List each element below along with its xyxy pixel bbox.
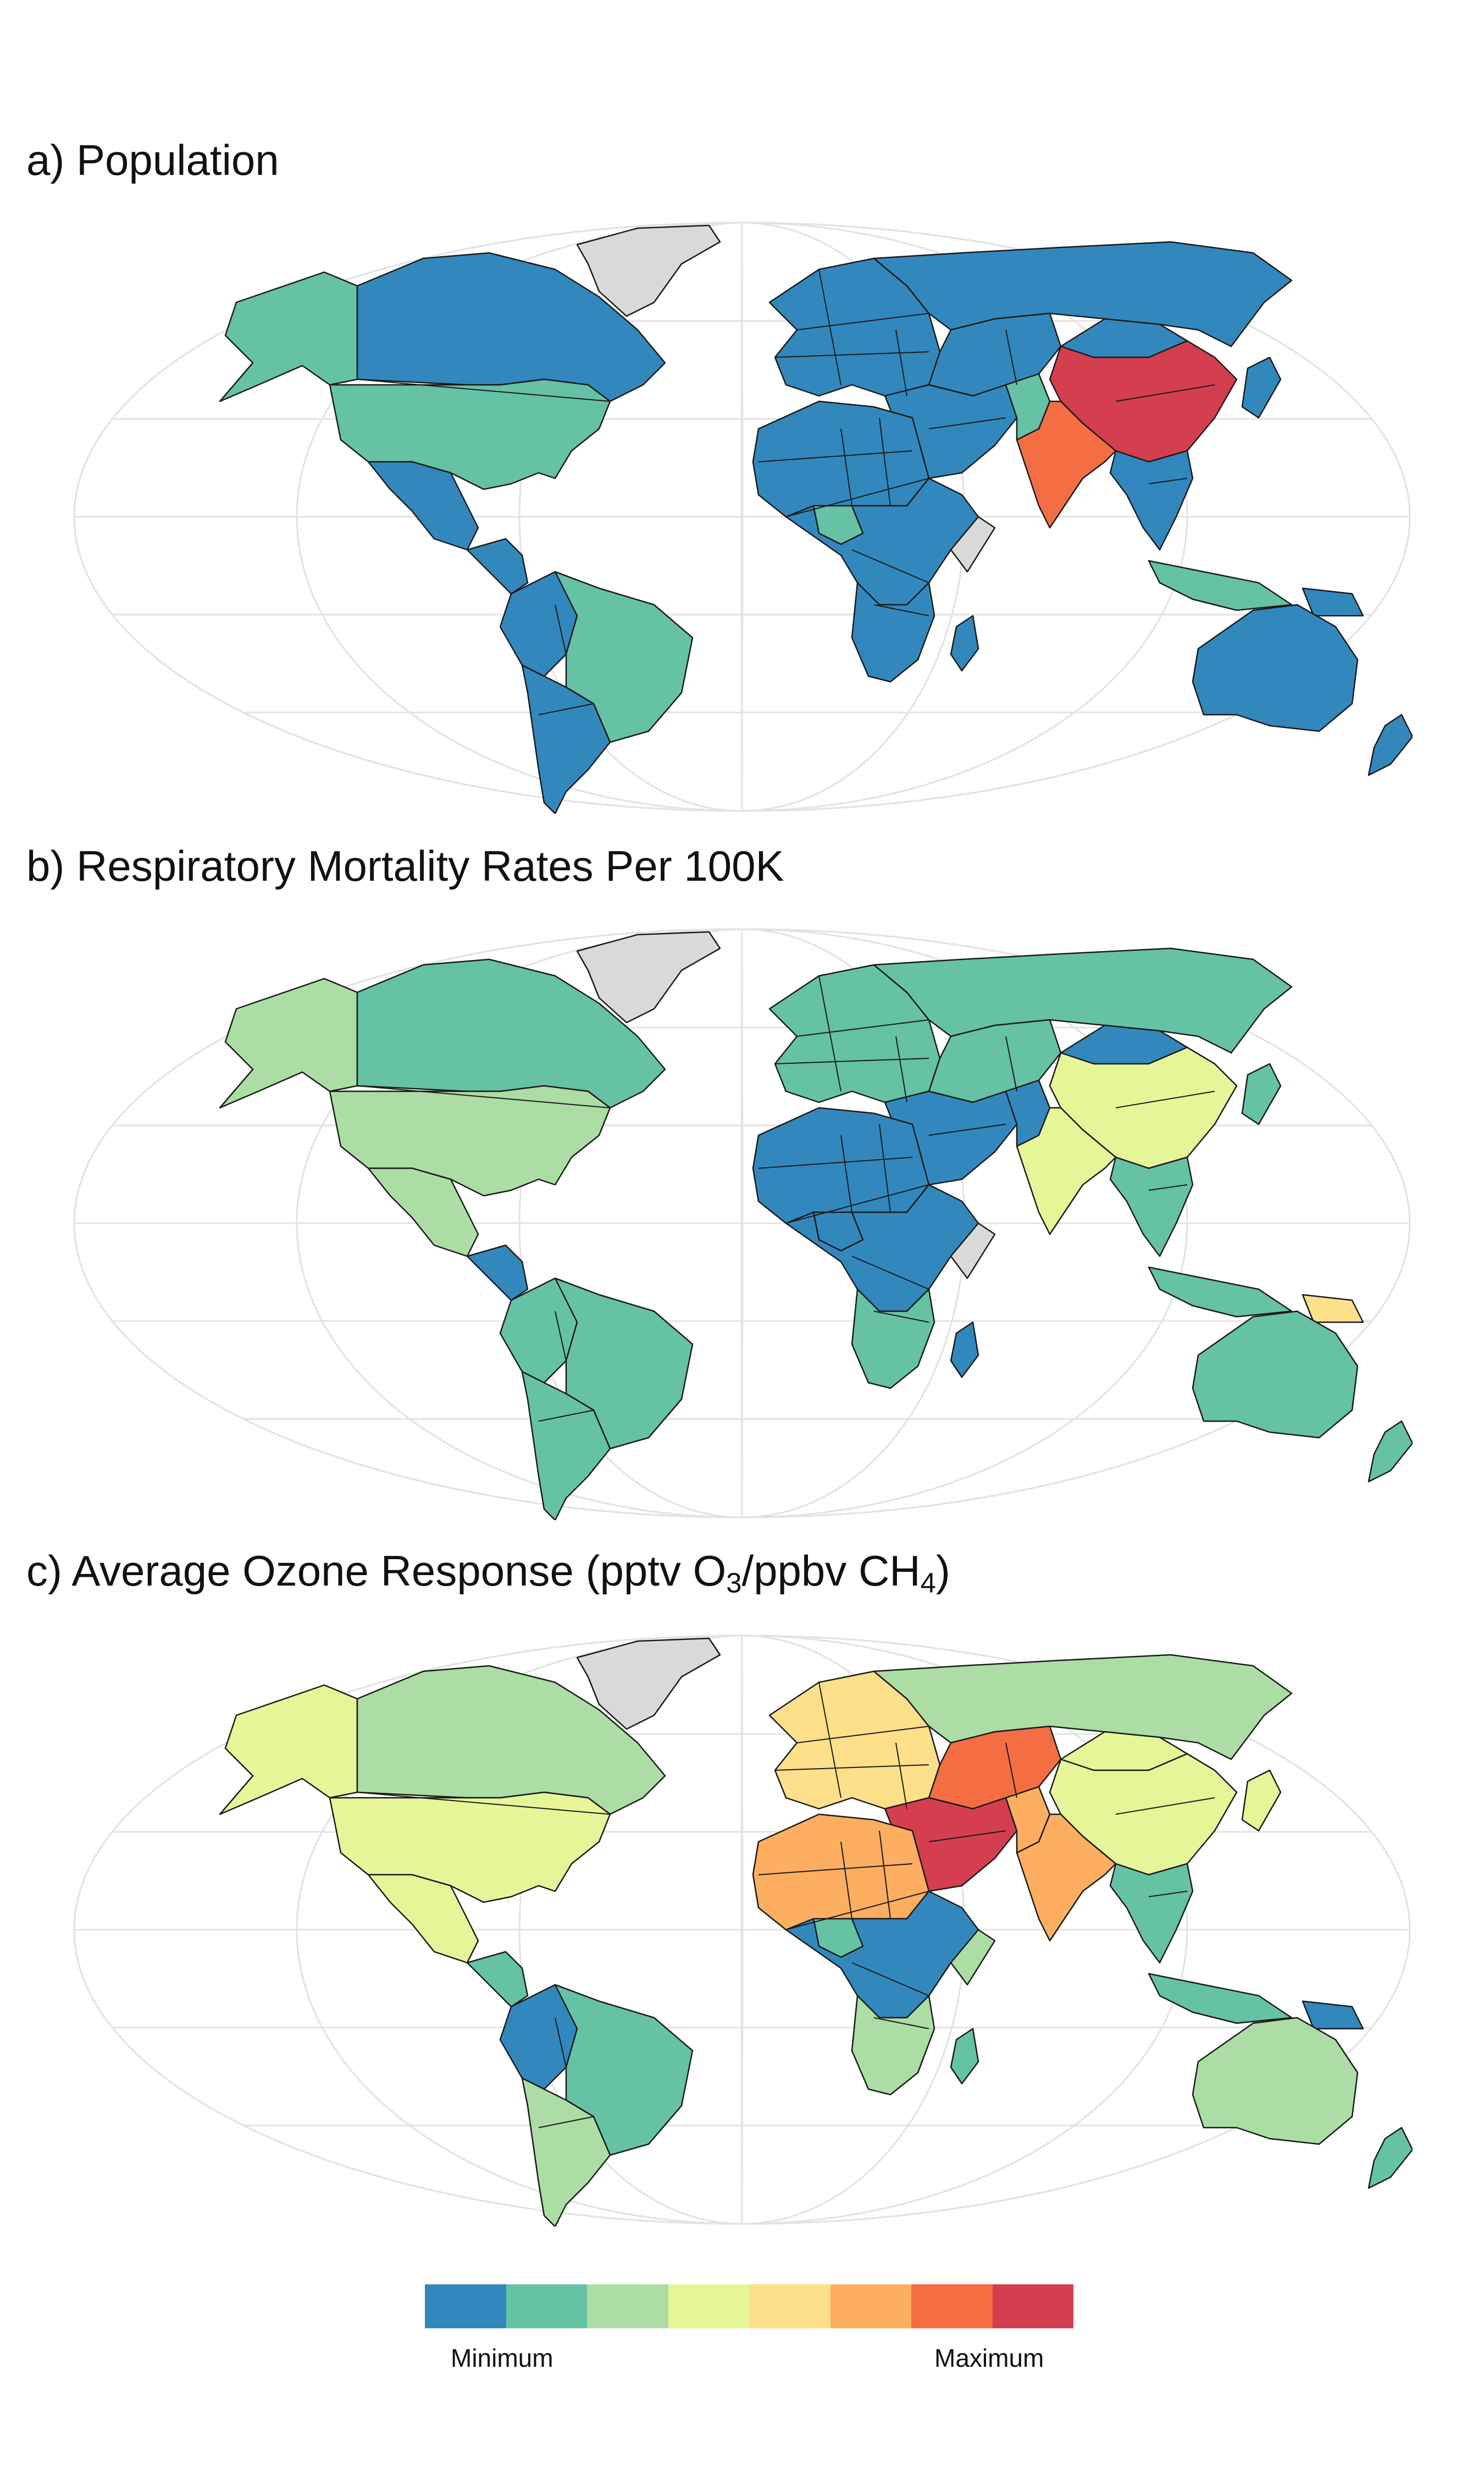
panel-c-title-mid: /ppbv CH: [741, 1547, 921, 1595]
region-southeast-asia: [1109, 1863, 1194, 1964]
region-alaska: [219, 978, 358, 1109]
region-madagascar: [950, 2028, 979, 2085]
region-india: [1016, 1813, 1117, 1942]
region-southern-south-america: [521, 1371, 611, 1520]
region-somalia: [950, 516, 996, 573]
panel-c-title-sub-o3: 3: [726, 1567, 742, 1599]
panel-c-title: c) Average Ozone Response (pptv O3/ppbv …: [26, 1546, 950, 1599]
region-greenland: [576, 931, 721, 1024]
region-india: [1016, 400, 1117, 529]
region-greenland: [576, 224, 721, 317]
region-southeast-asia: [1109, 1156, 1194, 1257]
map-c-svg: [73, 1634, 1413, 2227]
legend-swatch-4: [668, 2284, 749, 2328]
region-brazil: [554, 1984, 694, 2156]
legend-swatch-8: [992, 2284, 1073, 2328]
map-c-borders: [357, 1682, 1215, 2128]
legend-swatch-5: [749, 2284, 830, 2328]
region-png: [1302, 2000, 1364, 2030]
region-india: [1016, 1107, 1117, 1235]
region-japan: [1241, 356, 1282, 419]
legend-minimum-label: Minimum: [451, 2344, 553, 2372]
region-central-america: [466, 1951, 529, 2008]
region-russia: [873, 241, 1293, 347]
ozone-response-map: [71, 1633, 1413, 2227]
region-new-zealand: [1367, 2127, 1413, 2189]
region-north-africa: [752, 1107, 930, 1224]
region-somalia: [950, 1929, 996, 1986]
region-usa: [329, 1791, 611, 1903]
region-mexico: [367, 461, 479, 551]
region-new-zealand: [1367, 714, 1413, 776]
region-southern-africa: [851, 1995, 935, 2096]
legend-swatch-7: [911, 2284, 993, 2328]
map-a-borders: [357, 269, 1215, 715]
region-madagascar: [950, 1321, 979, 1378]
region-russia: [873, 1654, 1293, 1760]
panel-c-title-end: ): [935, 1547, 950, 1595]
region-usa: [329, 1085, 611, 1197]
region-southern-south-america: [521, 2077, 611, 2227]
region-usa: [329, 378, 611, 490]
region-southern-africa: [851, 582, 935, 683]
region-brazil: [554, 571, 694, 743]
region-japan: [1241, 1063, 1282, 1125]
region-indonesia: [1148, 1973, 1293, 2024]
legend-maximum-label: Maximum: [934, 2344, 1044, 2372]
region-indonesia: [1148, 560, 1293, 611]
region-australia: [1192, 2017, 1359, 2145]
legend-swatch-2: [506, 2284, 587, 2328]
region-png: [1302, 587, 1364, 617]
color-scale-legend: [425, 2284, 1073, 2328]
region-southern-africa: [851, 1288, 935, 1389]
region-new-zealand: [1367, 1420, 1413, 1483]
region-alaska: [219, 1684, 358, 1815]
panel-c-title-sub-ch4: 4: [920, 1567, 936, 1599]
region-russia: [873, 947, 1293, 1054]
legend-swatch-1: [425, 2284, 506, 2328]
map-b-svg: [73, 928, 1413, 1520]
region-central-america: [466, 538, 529, 595]
region-brazil: [554, 1277, 694, 1450]
region-australia: [1192, 604, 1359, 732]
region-north-africa: [752, 1813, 930, 1931]
region-madagascar: [950, 615, 979, 672]
legend-swatch-6: [830, 2284, 911, 2328]
panel-b-title: b) Respiratory Mortality Rates Per 100K: [26, 842, 784, 890]
region-indonesia: [1148, 1266, 1293, 1318]
region-alaska: [219, 271, 358, 402]
region-mexico: [367, 1167, 479, 1257]
region-somalia: [950, 1222, 996, 1279]
panel-c-title-main: c) Average Ozone Response (pptv O: [26, 1547, 727, 1595]
map-b-borders: [357, 975, 1215, 1422]
map-a-svg: [73, 222, 1413, 814]
respiratory-mortality-map: [71, 926, 1413, 1520]
region-greenland: [576, 1637, 721, 1730]
map-a-graticule: [73, 222, 1411, 812]
region-southern-south-america: [521, 664, 611, 814]
panel-a-title: a) Population: [26, 136, 279, 184]
region-north-africa: [752, 400, 930, 518]
region-japan: [1241, 1769, 1282, 1832]
legend-swatch-3: [587, 2284, 668, 2328]
region-central-america: [466, 1244, 529, 1301]
population-map: [71, 220, 1413, 814]
region-png: [1302, 1294, 1364, 1323]
region-mexico: [367, 1874, 479, 1964]
region-southeast-asia: [1109, 450, 1194, 551]
region-australia: [1192, 1310, 1359, 1439]
